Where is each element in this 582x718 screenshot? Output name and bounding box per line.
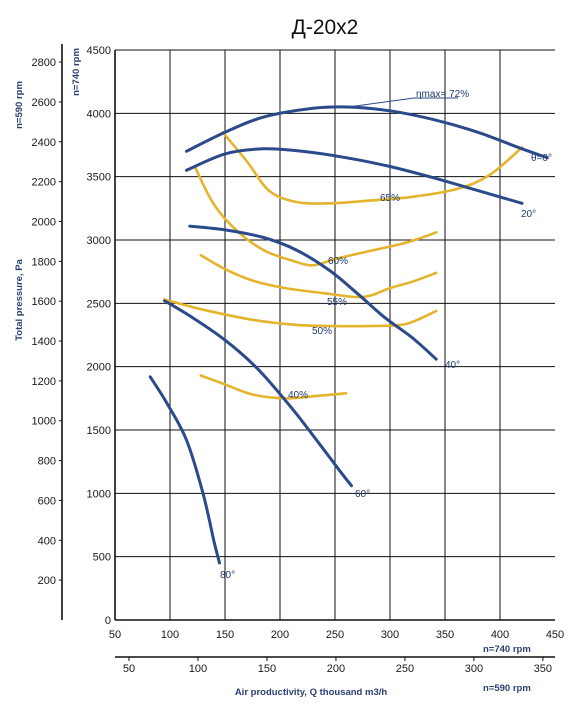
x-tick-label-590: 300 xyxy=(465,663,483,675)
x-tick-label-740: 100 xyxy=(161,629,179,641)
y-tick-label-590: 1600 xyxy=(32,296,56,308)
eta-max-pointer xyxy=(348,97,458,108)
curve-label: 40° xyxy=(445,360,460,371)
efficiency-curve xyxy=(163,298,438,328)
y-tick-label-590: 1200 xyxy=(32,376,56,388)
y-tick-label-590: 1000 xyxy=(32,416,56,428)
curve-label: 60% xyxy=(328,256,348,267)
y-tick-label-590: 2000 xyxy=(32,216,56,228)
x-tick-label-590: 350 xyxy=(534,663,552,675)
y-tick-label-590: 800 xyxy=(38,456,56,468)
pressure-curve xyxy=(185,105,549,160)
x-tick-label-740: 450 xyxy=(546,629,564,641)
curves xyxy=(148,105,549,565)
y-tick-label-740: 1500 xyxy=(87,425,111,437)
curve-label: 55% xyxy=(327,297,347,308)
y-tick-label-590: 1800 xyxy=(32,256,56,268)
chart-title: Д-20х2 xyxy=(292,16,359,39)
y-tick-label-590: 400 xyxy=(38,535,56,547)
x-tick-label-590: 150 xyxy=(258,663,276,675)
y-tick-label-740: 4000 xyxy=(87,108,111,120)
curve-label: 80° xyxy=(220,570,235,581)
curve-label: ηmax= 72% xyxy=(416,89,469,100)
x-tick-label-590: 200 xyxy=(327,663,345,675)
pressure-curve xyxy=(148,375,221,565)
y-tick-label-590: 1400 xyxy=(32,336,56,348)
x-tick-label-740: 400 xyxy=(491,629,509,641)
y-axis-label-740: n=740 rpm xyxy=(71,48,82,96)
efficiency-curve xyxy=(199,253,438,299)
tick-labels: 0 500 1000 1500 2000 2500 3000 3500 4000 4500 50 10… xyxy=(32,45,565,675)
x-tick-label-590: 50 xyxy=(123,663,135,675)
pressure-curve xyxy=(188,224,438,361)
curve-label: 40% xyxy=(288,390,308,401)
curve-label: θ=0° xyxy=(531,153,552,164)
x-tick-label-740: 50 xyxy=(109,629,121,641)
x-tick-label-740: 350 xyxy=(436,629,454,641)
y-tick-label-590: 2800 xyxy=(32,57,56,69)
y-tick-label-740: 4500 xyxy=(87,45,111,57)
axes xyxy=(59,44,555,661)
curve-label: 60° xyxy=(355,489,370,500)
pressure-curve xyxy=(185,147,524,205)
curve-labels: ηmax= 72% θ=0° 20° 40° 60° 80° 65% 60% 55% 50% 40% xyxy=(220,89,552,581)
x-axis-label: Air productivity, Q thousand m3/h xyxy=(235,687,388,698)
pressure-curve xyxy=(163,299,353,488)
x-tick-label-590: 100 xyxy=(189,663,207,675)
curve-label: 20° xyxy=(521,209,536,220)
x-tick-label-740: 250 xyxy=(326,629,344,641)
efficiency-curve xyxy=(194,166,438,267)
curve-label: 50% xyxy=(312,326,332,337)
y-tick-label-740: 3000 xyxy=(87,235,111,247)
y-tick-label-740: 0 xyxy=(105,615,111,627)
efficiency-curve xyxy=(221,131,524,205)
y-tick-label-590: 600 xyxy=(38,495,56,507)
x-tick-label-740: 200 xyxy=(271,629,289,641)
y-axis-label-590: n=590 rpm xyxy=(14,81,25,129)
grid xyxy=(115,49,555,620)
y-tick-label-740: 2000 xyxy=(87,362,111,374)
y-tick-label-740: 1000 xyxy=(87,488,111,500)
x-tick-label-590: 250 xyxy=(396,663,414,675)
efficiency-curve xyxy=(199,374,348,400)
y-tick-label-740: 500 xyxy=(93,552,111,564)
x-axis-label-740: n=740 rpm xyxy=(483,644,531,655)
x-tick-label-740: 150 xyxy=(216,629,234,641)
curve-label: 65% xyxy=(380,193,400,204)
y-tick-label-590: 2400 xyxy=(32,137,56,149)
y-tick-label-590: 200 xyxy=(38,575,56,587)
y-tick-label-590: 2600 xyxy=(32,97,56,109)
x-tick-label-740: 300 xyxy=(381,629,399,641)
y-tick-label-590: 2200 xyxy=(32,177,56,189)
y-axis-label-total: Total pressure, Pa xyxy=(14,258,25,340)
y-tick-label-740: 3500 xyxy=(87,172,111,184)
y-tick-label-740: 2500 xyxy=(87,298,111,310)
x-axis-label-590: n=590 rpm xyxy=(483,683,531,694)
